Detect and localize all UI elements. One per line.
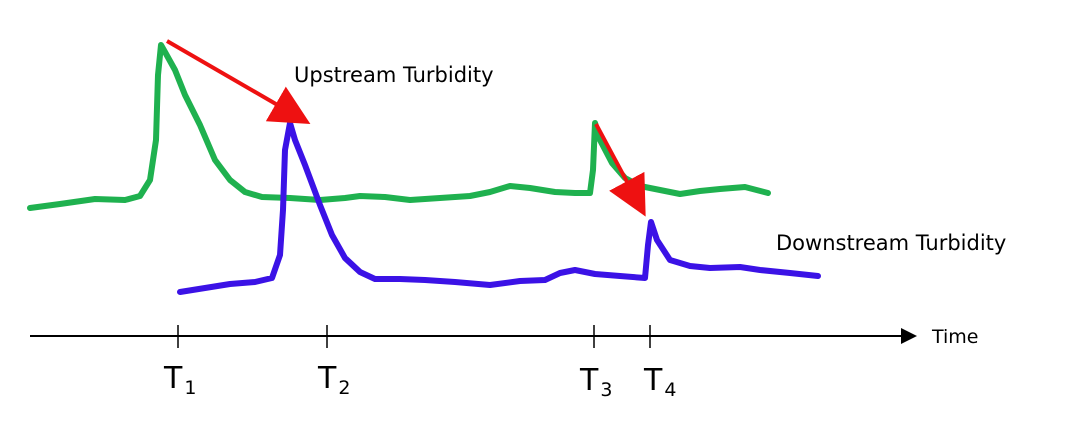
lag-arrow-2	[594, 123, 646, 217]
tick-label-t2-sub: 2	[338, 377, 350, 399]
tick-label-t1-main: T	[163, 361, 183, 396]
upstream-turbidity-label: Upstream Turbidity	[294, 63, 494, 87]
lag-arrow-1	[165, 39, 311, 125]
time-axis-label: Time	[931, 326, 979, 348]
tick-label-t3-sub: 3	[600, 379, 612, 401]
tick-label-t1-sub: 1	[184, 377, 196, 399]
tick-label-t3-main: T	[579, 363, 599, 398]
tick-label-t4-main: T	[643, 363, 663, 398]
downstream-turbidity-label: Downstream Turbidity	[776, 231, 1006, 255]
tick-label-t2-main: T	[317, 361, 337, 396]
downstream-turbidity-curve	[177, 120, 821, 295]
tick-label-t4-sub: 4	[664, 379, 676, 401]
